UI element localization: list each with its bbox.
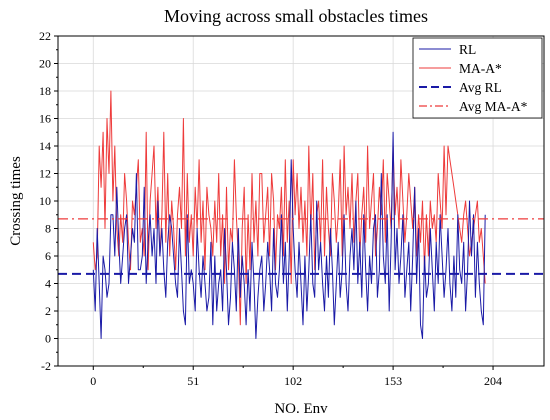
chart-title: Moving across small obstacles times [164, 6, 428, 26]
axes: -2 0 2 4 6 8 10 12 14 16 18 20 22 0 51 102 153 204 [39, 29, 502, 388]
legend: RL MA-A* Avg RL Avg MA-A* [412, 37, 543, 119]
y-axis-title: Crossing times [8, 156, 24, 246]
y-tick-label: 16 [39, 112, 51, 126]
series-layer [58, 90, 544, 339]
x-tick-label: 51 [187, 374, 199, 388]
legend-label: Avg MA-A* [459, 99, 528, 114]
legend-box [412, 37, 543, 119]
y-tick-label: 22 [39, 29, 51, 43]
y-tick-label: 4 [45, 277, 51, 291]
legend-label: Avg RL [459, 80, 502, 95]
x-tick-label: 153 [384, 374, 402, 388]
y-tick-label: 18 [39, 84, 51, 98]
legend-label: MA-A* [459, 61, 502, 76]
y-tick-label: -2 [41, 359, 51, 373]
y-tick-label: 10 [39, 194, 51, 208]
y-tick-label: 14 [39, 139, 51, 153]
series-line-rl [92, 131, 486, 339]
y-tick-label: 12 [39, 167, 51, 181]
x-tick-label: 102 [284, 374, 302, 388]
y-tick-label: 2 [45, 304, 51, 318]
legend-label: RL [459, 42, 476, 57]
y-tick-label: 8 [45, 222, 51, 236]
y-tick-label: 6 [45, 249, 51, 263]
x-tick-label: 0 [90, 374, 96, 388]
y-tick-label: 0 [45, 332, 51, 346]
y-tick-label: 20 [39, 57, 51, 71]
x-axis-title: NO. Env [274, 401, 328, 417]
x-tick-label: 204 [484, 374, 502, 388]
